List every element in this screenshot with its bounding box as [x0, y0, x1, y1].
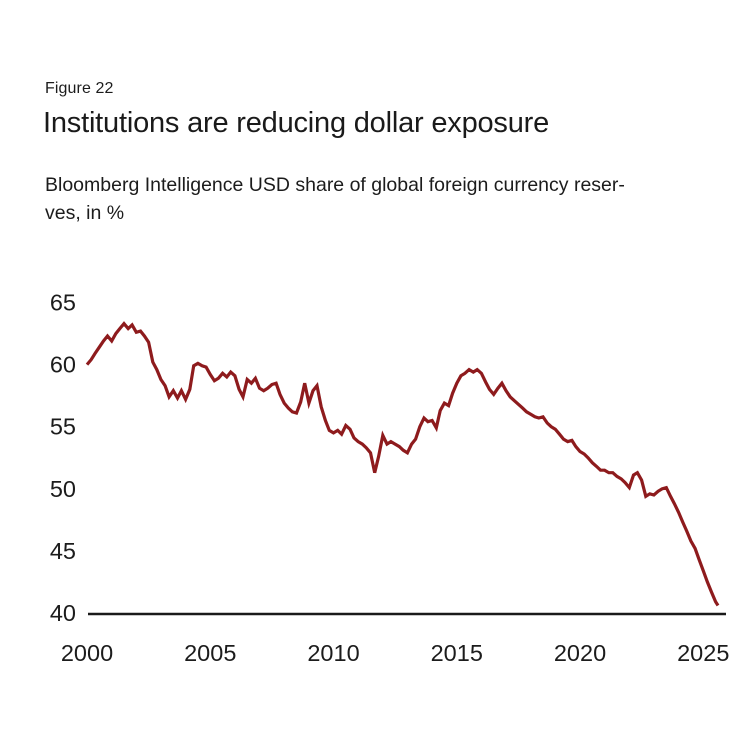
figure-subtitle: Bloomberg Intelligence USD share of glob… [45, 172, 705, 227]
y-tick-label: 65 [50, 290, 76, 316]
x-tick-label: 2005 [184, 640, 236, 666]
figure-number-label: Figure 22 [45, 80, 114, 97]
x-tick-label: 2025 [677, 640, 729, 666]
figure-subtitle-line2: ves, in % [45, 201, 125, 224]
x-tick-label: 2010 [307, 640, 359, 666]
y-tick-label: 45 [50, 538, 76, 564]
y-tick-label: 50 [50, 476, 76, 502]
figure-title: Institutions are reducing dollar exposur… [43, 107, 550, 139]
x-tick-label: 2020 [554, 640, 606, 666]
x-tick-label: 2000 [61, 640, 113, 666]
y-tick-label: 55 [50, 414, 76, 440]
figure-subtitle-line1: Bloomberg Intelligence USD share of glob… [45, 174, 625, 196]
usd-share-data-line [85, 321, 720, 607]
y-tick-label: 40 [50, 600, 76, 626]
x-tick-label: 2015 [431, 640, 483, 666]
y-tick-label: 60 [50, 352, 76, 378]
